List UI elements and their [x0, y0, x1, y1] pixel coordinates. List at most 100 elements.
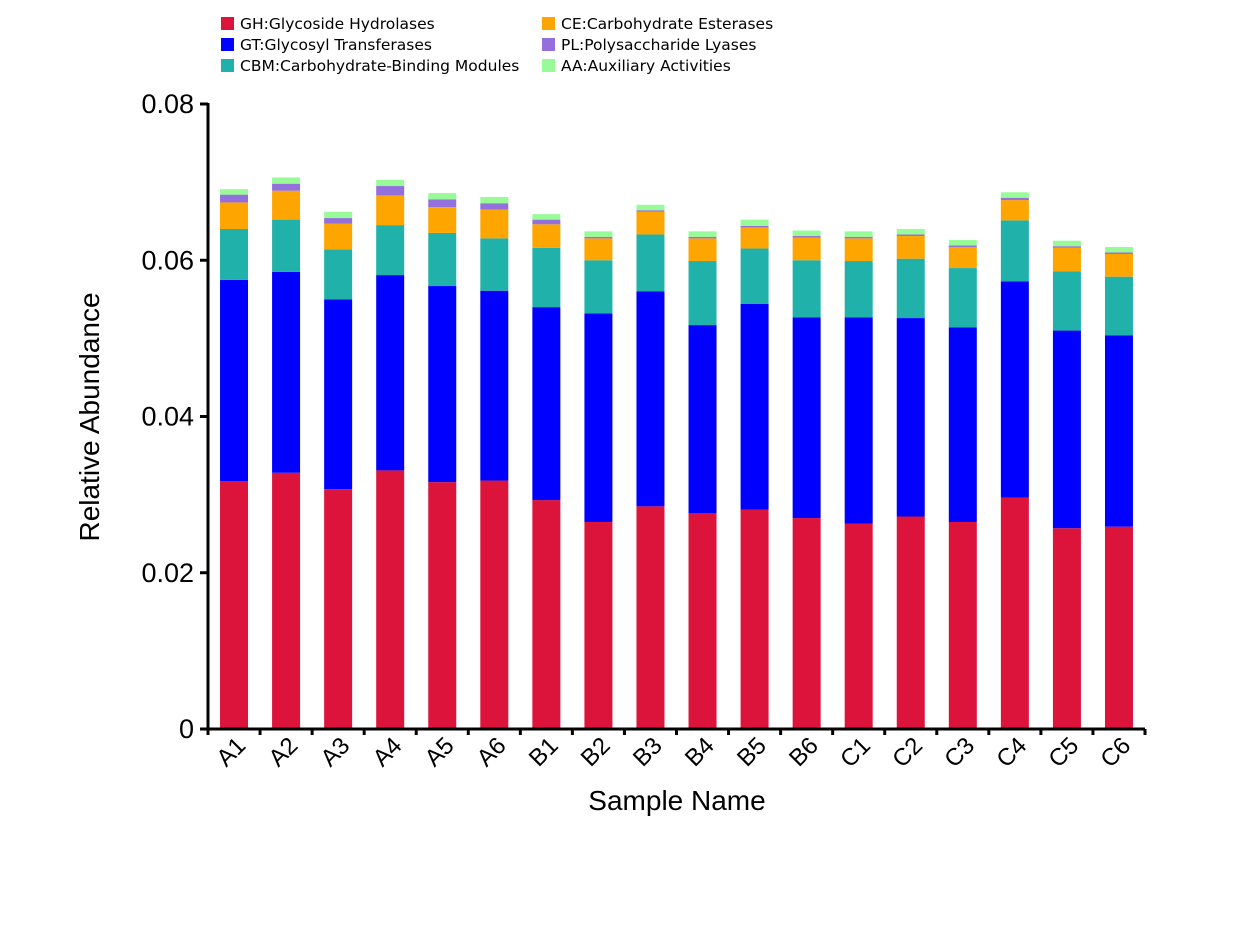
- bar-segment-C2-s5: [896, 229, 925, 235]
- y-axis-title: Relative Abundance: [74, 292, 105, 541]
- x-tick-label: C4: [991, 732, 1032, 773]
- bar-segment-C2-s0: [896, 516, 925, 729]
- x-tick-label: A3: [315, 732, 355, 772]
- bar-segment-C5-s0: [1052, 528, 1081, 729]
- x-tick-label: B6: [784, 732, 824, 772]
- bar-segment-C5-s5: [1052, 240, 1081, 247]
- bar-segment-A6-s5: [480, 196, 509, 204]
- x-tick-label: A4: [368, 732, 408, 772]
- bar-segment-C4-s3: [1000, 200, 1029, 221]
- legend-label: CE:Carbohydrate Esterases: [561, 15, 773, 33]
- bar-segment-C3-s3: [948, 246, 977, 269]
- bar-segment-A1-s3: [220, 202, 249, 229]
- bar-segment-A2-s3: [272, 190, 301, 220]
- bar-segment-C1-s0: [844, 523, 873, 729]
- bar-segment-C5-s4: [1052, 246, 1081, 248]
- bar-segment-A1-s2: [220, 229, 249, 280]
- x-tick-label: C2: [887, 732, 928, 773]
- x-tick-label: C1: [835, 732, 876, 773]
- bar-segment-C6-s5: [1104, 246, 1133, 253]
- bar-segment-C3-s0: [948, 521, 977, 729]
- bar-segment-C1-s1: [844, 317, 873, 524]
- legend-swatch: [221, 17, 234, 30]
- bar-segment-B4-s1: [688, 325, 717, 514]
- bar-segment-A1-s5: [220, 189, 249, 195]
- bar-segment-B4-s3: [688, 238, 717, 262]
- bar-segment-A1-s0: [220, 481, 249, 729]
- legend-swatch: [542, 17, 555, 30]
- x-tick-label: A5: [420, 732, 460, 772]
- bar-segment-B4-s5: [688, 231, 717, 237]
- bar-segment-A6-s0: [480, 480, 509, 729]
- bar-segment-A6-s1: [480, 290, 509, 481]
- bar-segment-B1-s4: [532, 219, 561, 225]
- bar-segment-B3-s2: [636, 234, 665, 292]
- x-tick-label: A2: [263, 732, 303, 772]
- legend-label: PL:Polysaccharide Lyases: [561, 36, 756, 54]
- bar-segment-C2-s4: [896, 234, 925, 237]
- bar-segment-B1-s3: [532, 224, 561, 248]
- bar-segment-B4-s2: [688, 261, 717, 326]
- x-tick-label: B4: [680, 732, 720, 772]
- bar-segment-A5-s0: [428, 482, 457, 730]
- legend-swatch: [221, 59, 234, 72]
- bar-segment-B2-s0: [584, 521, 613, 729]
- bar-segment-C4-s2: [1000, 220, 1029, 282]
- bar-segment-A4-s5: [376, 179, 405, 187]
- legend-label: GT:Glycosyl Transferases: [240, 36, 432, 54]
- bar-segment-A5-s2: [428, 232, 457, 287]
- bar-segment-C3-s4: [948, 245, 977, 247]
- x-axis-title: Sample Name: [588, 785, 765, 816]
- x-tick-label: A6: [472, 732, 512, 772]
- bar-segment-B1-s2: [532, 247, 561, 308]
- bar-segment-C4-s0: [1000, 497, 1029, 729]
- bar-segment-C5-s2: [1052, 271, 1081, 331]
- bar-segment-A4-s3: [376, 195, 405, 226]
- bar-segment-C2-s3: [896, 236, 925, 259]
- y-tick-label: 0.04: [141, 402, 194, 432]
- bar-segment-A1-s1: [220, 279, 249, 482]
- bar-segment-A3-s0: [324, 489, 353, 729]
- bar-segment-C1-s2: [844, 261, 873, 318]
- x-tick-label: B2: [576, 732, 616, 772]
- bar-segment-A2-s0: [272, 472, 301, 729]
- bar-segment-C6-s3: [1104, 254, 1133, 277]
- bar-segment-C3-s2: [948, 268, 977, 328]
- bar-segment-B1-s0: [532, 500, 561, 729]
- legend-label: CBM:Carbohydrate-Binding Modules: [240, 57, 519, 75]
- legend: GH:Glycoside Hydrolases GT:Glycosyl Trans…: [221, 15, 773, 75]
- x-tick-label: B3: [628, 732, 668, 772]
- bar-segment-B6-s3: [792, 237, 821, 261]
- bar-segment-B3-s0: [636, 506, 665, 729]
- legend-swatch: [542, 59, 555, 72]
- bar-segment-B6-s5: [792, 230, 821, 237]
- bar-segment-A3-s3: [324, 223, 353, 250]
- legend-label: AA:Auxiliary Activities: [561, 57, 731, 75]
- bar-segment-A2-s5: [272, 177, 301, 184]
- bar-segment-B2-s1: [584, 313, 613, 522]
- bar-segment-A5-s3: [428, 207, 457, 233]
- bar-segment-C1-s3: [844, 238, 873, 262]
- bar-segment-B2-s3: [584, 238, 613, 261]
- bar-segment-A4-s1: [376, 275, 405, 471]
- bar-segment-A6-s3: [480, 209, 509, 239]
- bar-segment-B3-s4: [636, 210, 665, 212]
- bar-segment-C3-s5: [948, 239, 977, 246]
- bar-segment-A4-s4: [376, 186, 405, 196]
- x-tick-label: B1: [524, 732, 564, 772]
- x-tick-label: C3: [939, 732, 980, 773]
- y-tick-label: 0.06: [141, 245, 194, 275]
- bar-segment-A2-s2: [272, 219, 301, 272]
- bar-segment-C4-s4: [1000, 197, 1029, 201]
- bar-segment-A5-s4: [428, 199, 457, 208]
- bar-segment-C1-s5: [844, 231, 873, 237]
- bar-segment-A3-s2: [324, 249, 353, 300]
- bar-segment-A5-s5: [428, 193, 457, 200]
- bar-segment-C5-s1: [1052, 330, 1081, 529]
- bar-segment-B2-s2: [584, 260, 613, 314]
- x-tick-label: C6: [1095, 732, 1136, 773]
- legend-label: GH:Glycoside Hydrolases: [240, 15, 435, 33]
- bar-segment-B1-s5: [532, 214, 561, 220]
- bar-segment-B4-s0: [688, 513, 717, 730]
